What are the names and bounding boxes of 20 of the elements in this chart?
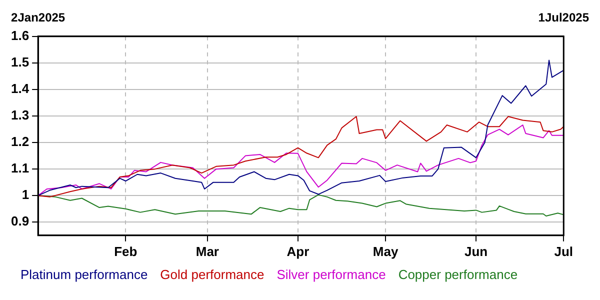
text: Gold performance bbox=[160, 267, 264, 282]
x-tick-label: Feb bbox=[114, 244, 138, 259]
x-tick-label: Apr bbox=[286, 244, 310, 259]
y-tick-label: 1 bbox=[22, 187, 30, 202]
y-tick-label: 1.4 bbox=[10, 81, 30, 96]
x-tick-label: Jul bbox=[554, 244, 574, 259]
y-tick-label: 1.3 bbox=[10, 108, 30, 123]
y-tick-label: 0.9 bbox=[10, 214, 30, 229]
x-tick-label: May bbox=[372, 244, 399, 259]
x-tick-label: Jun bbox=[464, 244, 488, 259]
y-tick-label: 1.1 bbox=[10, 160, 30, 176]
y-tick-label: 1.6 bbox=[10, 28, 30, 43]
y-tick-label: 1.5 bbox=[10, 54, 30, 70]
x2-tick-label: 1Jul2025 bbox=[538, 10, 590, 25]
text: Copper performance bbox=[398, 267, 518, 282]
text: Platinum performance bbox=[20, 267, 148, 282]
x2-tick-label: 2Jan2025 bbox=[11, 10, 66, 25]
y-tick-label: 1.2 bbox=[10, 134, 30, 150]
text: Silver performance bbox=[276, 267, 386, 282]
x-tick-label: Mar bbox=[196, 244, 219, 259]
